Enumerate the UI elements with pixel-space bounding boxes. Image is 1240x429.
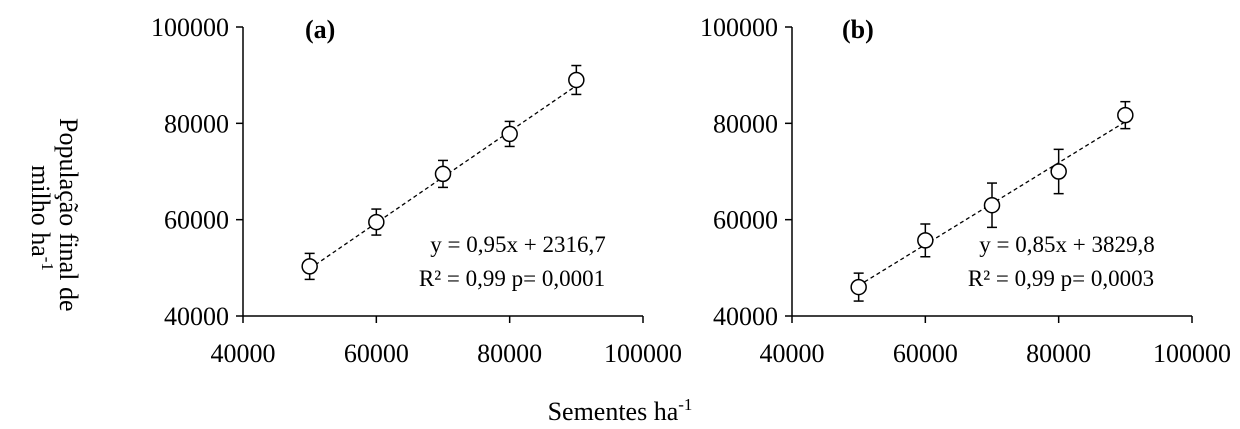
panel-b-equation: y = 0,85x + 3829,8 <box>979 232 1154 257</box>
panel-a-y-tick-label: 60000 <box>164 206 229 235</box>
panel-a-y-tick-label: 40000 <box>164 302 229 331</box>
panel-a-data-point <box>501 125 518 143</box>
panel-b-x-tick-label: 40000 <box>760 339 825 368</box>
panel-b-data-point <box>850 278 867 296</box>
panel-b-data-point <box>1117 106 1134 124</box>
y-axis-title-line2: milho ha-1 <box>26 165 57 271</box>
panel-b-y-tick-label: 100000 <box>700 13 778 42</box>
x-axis-title: Sementes ha-1 <box>548 395 693 426</box>
panel-b-data-point <box>917 232 934 249</box>
panel-a-data-point <box>301 258 318 275</box>
panel-a-data-point <box>434 165 452 183</box>
panel-b-x-tick-label: 100000 <box>1153 339 1231 368</box>
panel-b-data-point <box>1050 163 1067 180</box>
panel-b-y-tick-label: 60000 <box>713 206 778 235</box>
panel-b-x-tick-label: 80000 <box>1026 339 1091 368</box>
panel-a-y-tick-label: 100000 <box>151 13 229 42</box>
panel-a-y-tick-label: 80000 <box>164 109 229 138</box>
panel-a-label: (a) <box>305 15 335 44</box>
panel-b-label: (b) <box>842 15 874 44</box>
panel-a-x-tick-label: 40000 <box>211 339 276 368</box>
panel-b-x-tick-label: 60000 <box>893 339 958 368</box>
panel-a-data-point <box>368 213 385 231</box>
panel-a-stats: R² = 0,99 p= 0,0001 <box>419 266 605 291</box>
panel-a-equation: y = 0,95x + 2316,7 <box>430 232 605 257</box>
y-axis-title: População final de milho ha-1 <box>26 118 83 318</box>
panel-a-x-tick-label: 80000 <box>477 339 542 368</box>
panel-b-y-tick-label: 40000 <box>713 302 778 331</box>
panel-a-x-tick-label: 60000 <box>344 339 409 368</box>
panel-a-data-point <box>568 71 585 89</box>
panel-a-x-tick-label: 100000 <box>604 339 682 368</box>
panel-b-stats: R² = 0,99 p= 0,0003 <box>968 266 1154 291</box>
panel-b-y-tick-label: 80000 <box>713 109 778 138</box>
panel-b-data-point <box>983 196 1001 214</box>
y-axis-title-line1: População final de <box>54 118 83 312</box>
